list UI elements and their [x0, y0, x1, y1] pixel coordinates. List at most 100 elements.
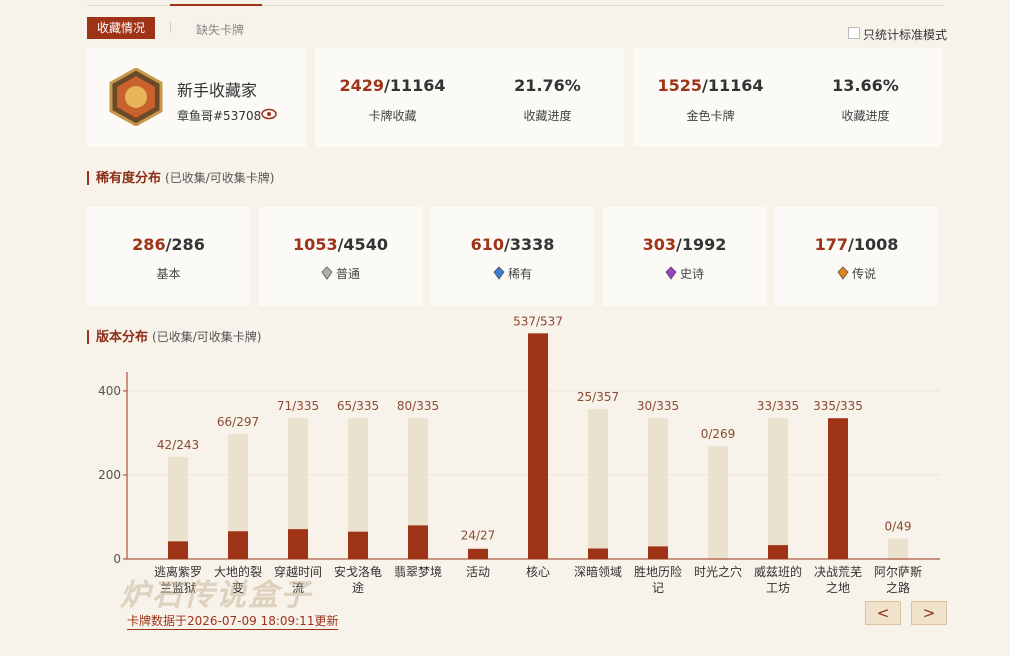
total: 335	[416, 399, 439, 413]
section-note: (已收集/可收集卡牌)	[165, 171, 275, 185]
checkbox[interactable]	[848, 27, 860, 39]
bar	[408, 418, 428, 559]
rarity-card: 286/286 基本	[87, 207, 250, 306]
tab[interactable]: 缺失卡牌	[196, 23, 245, 37]
summary-card: 1525/11164 金色卡牌 13.66% 收藏进度	[633, 48, 942, 147]
value-label: 25/357	[577, 390, 619, 404]
gem	[321, 266, 333, 280]
rarity-name: 稀有	[507, 267, 532, 281]
avatar	[109, 68, 163, 126]
total: 1008	[853, 235, 899, 254]
separator: /	[412, 399, 417, 413]
owned: 2429	[339, 76, 384, 95]
bar	[168, 541, 188, 559]
total: 4540	[343, 235, 388, 254]
prev-button[interactable]: <	[865, 601, 901, 625]
value-label: 33/335	[757, 399, 799, 413]
total: 27	[480, 529, 495, 543]
separator: /	[702, 76, 708, 95]
owned: 30	[637, 399, 652, 413]
bar	[228, 531, 248, 559]
total: 335	[840, 399, 863, 413]
value-label: 24/27	[461, 529, 496, 543]
update-time[interactable]: 卡牌数据于2026-07-09 18:09:11更新	[127, 614, 339, 630]
rarity-count: 303/1992	[603, 235, 766, 254]
owned: 42	[157, 438, 172, 452]
separator: /	[536, 314, 541, 328]
value-label: 71/335	[277, 399, 319, 413]
tab-indicator	[170, 4, 262, 6]
next-button[interactable]: >	[911, 601, 947, 625]
total: 269	[712, 427, 735, 441]
rarity-count: 286/286	[87, 235, 250, 254]
separator: /	[504, 235, 510, 254]
bar	[588, 408, 608, 559]
total: 1992	[681, 235, 727, 254]
bar	[288, 529, 308, 559]
bar	[768, 545, 788, 559]
owned: 80	[397, 399, 412, 413]
separator: /	[165, 235, 172, 254]
owned: 335	[813, 399, 836, 413]
total: 11164	[389, 76, 446, 95]
gem	[493, 266, 505, 280]
x-tick-label: 决战荒芜之地	[813, 565, 862, 595]
rarity-card: 1053/4540 普通	[259, 207, 422, 306]
total: 335	[776, 399, 799, 413]
total: 357	[596, 390, 619, 404]
eye-icon[interactable]	[261, 108, 277, 120]
stat-progress: 21.76%	[514, 76, 581, 95]
stat-count: 2429/11164	[315, 76, 470, 95]
stat-progress: 13.66%	[832, 76, 899, 95]
y-tick-label: 0	[113, 552, 121, 566]
bar	[348, 531, 368, 559]
rarity-card: 610/3338 稀有	[431, 207, 594, 306]
bar	[348, 418, 368, 559]
bar	[288, 418, 308, 559]
value-label: 335/335	[813, 399, 863, 413]
gem-icon	[493, 266, 505, 280]
value-label: 80/335	[397, 399, 439, 413]
owned: 537	[513, 314, 536, 328]
gem	[837, 266, 849, 280]
bar	[468, 548, 488, 559]
stat-count: 1525/11164	[633, 76, 788, 95]
total: 243	[176, 438, 199, 452]
profile-card: 新手收藏家 章鱼哥#53708	[87, 48, 306, 147]
rarity-label: 史诗	[603, 265, 766, 282]
total: 286	[171, 235, 205, 254]
tab-active[interactable]: 收藏情况	[87, 17, 155, 39]
total: 537	[540, 314, 563, 328]
rarity-label: 普通	[259, 265, 422, 282]
separator: /	[292, 399, 297, 413]
bar	[888, 538, 908, 559]
x-tick-label: 核心	[525, 565, 550, 579]
gem-icon	[665, 266, 677, 280]
owned: 286	[132, 235, 166, 254]
x-tick-label: 时光之穴	[693, 565, 742, 579]
separator: /	[652, 399, 657, 413]
bar	[828, 418, 848, 559]
rarity-name: 普通	[335, 267, 360, 281]
separator: /	[384, 76, 390, 95]
x-tick-label: 胜地历险记	[633, 565, 682, 595]
rarity-count: 610/3338	[431, 235, 594, 254]
y-tick-label: 400	[98, 384, 121, 398]
x-tick-label: 安戈洛龟途	[333, 565, 382, 595]
owned: 66	[217, 415, 232, 429]
value-label: 0/49	[885, 519, 912, 533]
value-label: 30/335	[637, 399, 679, 413]
owned: 71	[277, 399, 292, 413]
stat-label: 金色卡牌	[686, 109, 735, 123]
gem	[665, 266, 677, 280]
rarity-label: 基本	[87, 265, 250, 282]
owned: 0	[701, 427, 709, 441]
bar	[708, 445, 728, 559]
total: 335	[296, 399, 319, 413]
gem-icon	[837, 266, 849, 280]
x-tick-label: 大地的裂变	[213, 565, 262, 595]
bar	[648, 546, 668, 559]
rarity-count: 1053/4540	[259, 235, 422, 254]
value-label: 537/537	[513, 314, 563, 328]
